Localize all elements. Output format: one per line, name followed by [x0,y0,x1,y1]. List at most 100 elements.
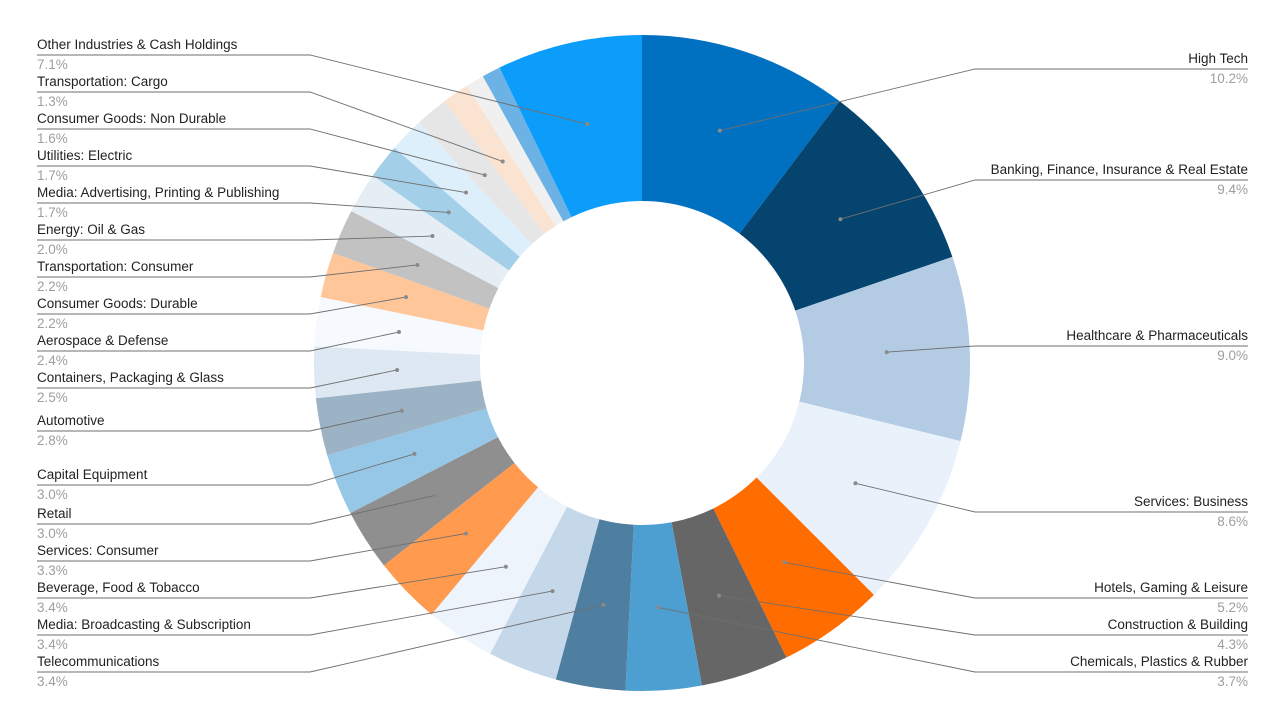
slice-energy-oil-gas [351,175,510,288]
slice-value-high-tech: 10.2% [1210,71,1248,86]
leader-line-telecommunications [37,604,604,673]
leader-line-other-industries-cash-holdings [37,54,588,125]
slice-value-beverage-food-tobacco: 3.4% [37,600,68,615]
slice-label-transportation-consumer: Transportation: Consumer [37,259,194,274]
slice-label-capital-equipment: Capital Equipment [37,467,148,482]
leader-anchor-retail [433,493,438,498]
leader-line-beverage-food-tobacco [37,566,506,599]
slice-value-other-industries-cash-holdings: 7.1% [37,57,68,72]
slice-aerospace-defense [314,296,484,355]
slice-value-consumer-goods-non-durable: 1.6% [37,131,68,146]
slice-capital-equipment [327,408,498,514]
slice-label-construction-building: Construction & Building [1108,617,1248,632]
slice-transportation-consumer [332,211,499,309]
slice-label-hotels-gaming-leisure: Hotels, Gaming & Leisure [1094,580,1248,595]
slice-banking-finance-insurance-real-estate [739,101,953,311]
slice-value-hotels-gaming-leisure: 5.2% [1217,600,1248,615]
slice-value-capital-equipment: 3.0% [37,487,68,502]
slice-hotels-gaming-leisure [713,477,874,658]
leader-line-consumer-goods-non-durable [37,128,485,176]
slice-value-services-business: 8.6% [1217,514,1248,529]
leader-anchor-chemicals-plastics-rubber [656,605,661,610]
slice-chemicals-plastics-rubber [625,522,702,691]
leader-line-transportation-consumer [37,264,418,278]
leader-line-energy-oil-gas [37,235,433,241]
slice-label-energy-oil-gas: Energy: Oil & Gas [37,222,145,237]
slice-value-transportation-cargo: 1.3% [37,94,68,109]
slice-label-banking-finance-insurance-real-estate: Banking, Finance, Insurance & Real Estat… [991,162,1248,177]
leader-line-services-business [855,482,1248,513]
slice-label-services-consumer: Services: Consumer [37,543,159,558]
slice-services-consumer [383,462,539,615]
slice-transportation-cargo [444,85,556,234]
leader-anchor-media-broadcasting-subscription [550,589,555,594]
slice-label-healthcare-pharmaceuticals: Healthcare & Pharmaceuticals [1066,328,1248,343]
slice-value-healthcare-pharmaceuticals: 9.0% [1217,348,1248,363]
leader-anchor-transportation-consumer [415,262,420,267]
slice-media-broadcasting-subscription [490,506,600,680]
slice-label-containers-packaging-glass: Containers, Packaging & Glass [37,370,224,385]
leader-anchor-automotive [399,408,404,413]
leader-anchor-media-advertising-printing-publishing [446,210,451,215]
leader-anchor-beverage-food-tobacco [503,564,508,569]
slice-label-chemicals-plastics-rubber: Chemicals, Plastics & Rubber [1070,654,1248,669]
leader-anchor-capital-equipment [412,451,417,456]
slice-value-banking-finance-insurance-real-estate: 9.4% [1217,182,1248,197]
leader-line-consumer-goods-durable [37,296,407,315]
leader-anchor-banking-finance-insurance-real-estate [838,217,843,222]
slice-other-industries-cash-holdings [499,35,642,218]
slice-label-retail: Retail [37,506,72,521]
leader-anchor-construction-building [717,593,722,598]
slice-label-automotive: Automotive [37,413,105,428]
slice-label-media-advertising-printing-publishing: Media: Advertising, Printing & Publishin… [37,185,279,200]
slice-high-tech [642,35,840,234]
slice-media-advertising-printing-publishing [372,147,520,271]
slice-unlabeled-24 [482,67,572,222]
slice-automotive [315,380,487,456]
slice-label-media-broadcasting-subscription: Media: Broadcasting & Subscription [37,617,251,632]
leader-line-media-broadcasting-subscription [37,590,553,636]
slice-telecommunications [555,519,634,691]
leader-line-high-tech [719,68,1248,132]
slice-label-services-business: Services: Business [1134,494,1248,509]
leader-line-hotels-gaming-leisure [784,561,1248,599]
leader-anchor-services-consumer [464,531,469,536]
leader-anchor-aerospace-defense [396,330,401,335]
slice-value-telecommunications: 3.4% [37,674,68,689]
leader-anchor-utilities-electric [464,190,469,195]
leader-anchor-transportation-cargo [500,159,505,164]
leader-anchor-consumer-goods-non-durable [482,173,487,178]
leader-anchor-services-business [853,481,858,486]
slice-value-services-consumer: 3.3% [37,563,68,578]
slice-value-consumer-goods-durable: 2.2% [37,316,68,331]
leader-anchor-healthcare-pharmaceuticals [884,350,889,355]
leader-anchor-energy-oil-gas [430,234,435,239]
slice-utilities-electric [394,122,532,257]
leader-anchor-containers-packaging-glass [395,367,400,372]
leader-line-media-advertising-printing-publishing [37,202,449,213]
slice-value-construction-building: 4.3% [1217,637,1248,652]
leader-line-chemicals-plastics-rubber [658,607,1248,673]
slice-label-aerospace-defense: Aerospace & Defense [37,333,168,348]
slice-healthcare-pharmaceuticals [795,256,971,442]
slice-value-energy-oil-gas: 2.0% [37,242,68,257]
slice-labels: High Tech 10.2% Banking, Finance, Insuranc… [37,37,1248,689]
leader-line-utilities-electric [37,165,467,193]
slice-label-utilities-electric: Utilities: Electric [37,148,133,163]
leader-line-automotive [37,410,402,432]
slice-value-utilities-electric: 1.7% [37,168,68,183]
slice-label-beverage-food-tobacco: Beverage, Food & Tobacco [37,580,200,595]
leader-line-construction-building [718,595,1248,636]
slice-consumer-goods-non-durable [419,101,545,245]
slice-label-consumer-goods-durable: Consumer Goods: Durable [37,296,198,311]
leader-line-transportation-cargo [37,91,503,162]
slice-value-retail: 3.0% [37,526,68,541]
leader-anchor-consumer-goods-durable [404,295,409,300]
leader-anchor-high-tech [717,128,722,133]
leader-line-banking-finance-insurance-real-estate [840,179,1248,220]
leader-anchor-hotels-gaming-leisure [782,560,787,565]
slice-retail [350,437,515,566]
leader-line-healthcare-pharmaceuticals [886,345,1248,353]
slice-value-automotive: 2.8% [37,433,68,448]
